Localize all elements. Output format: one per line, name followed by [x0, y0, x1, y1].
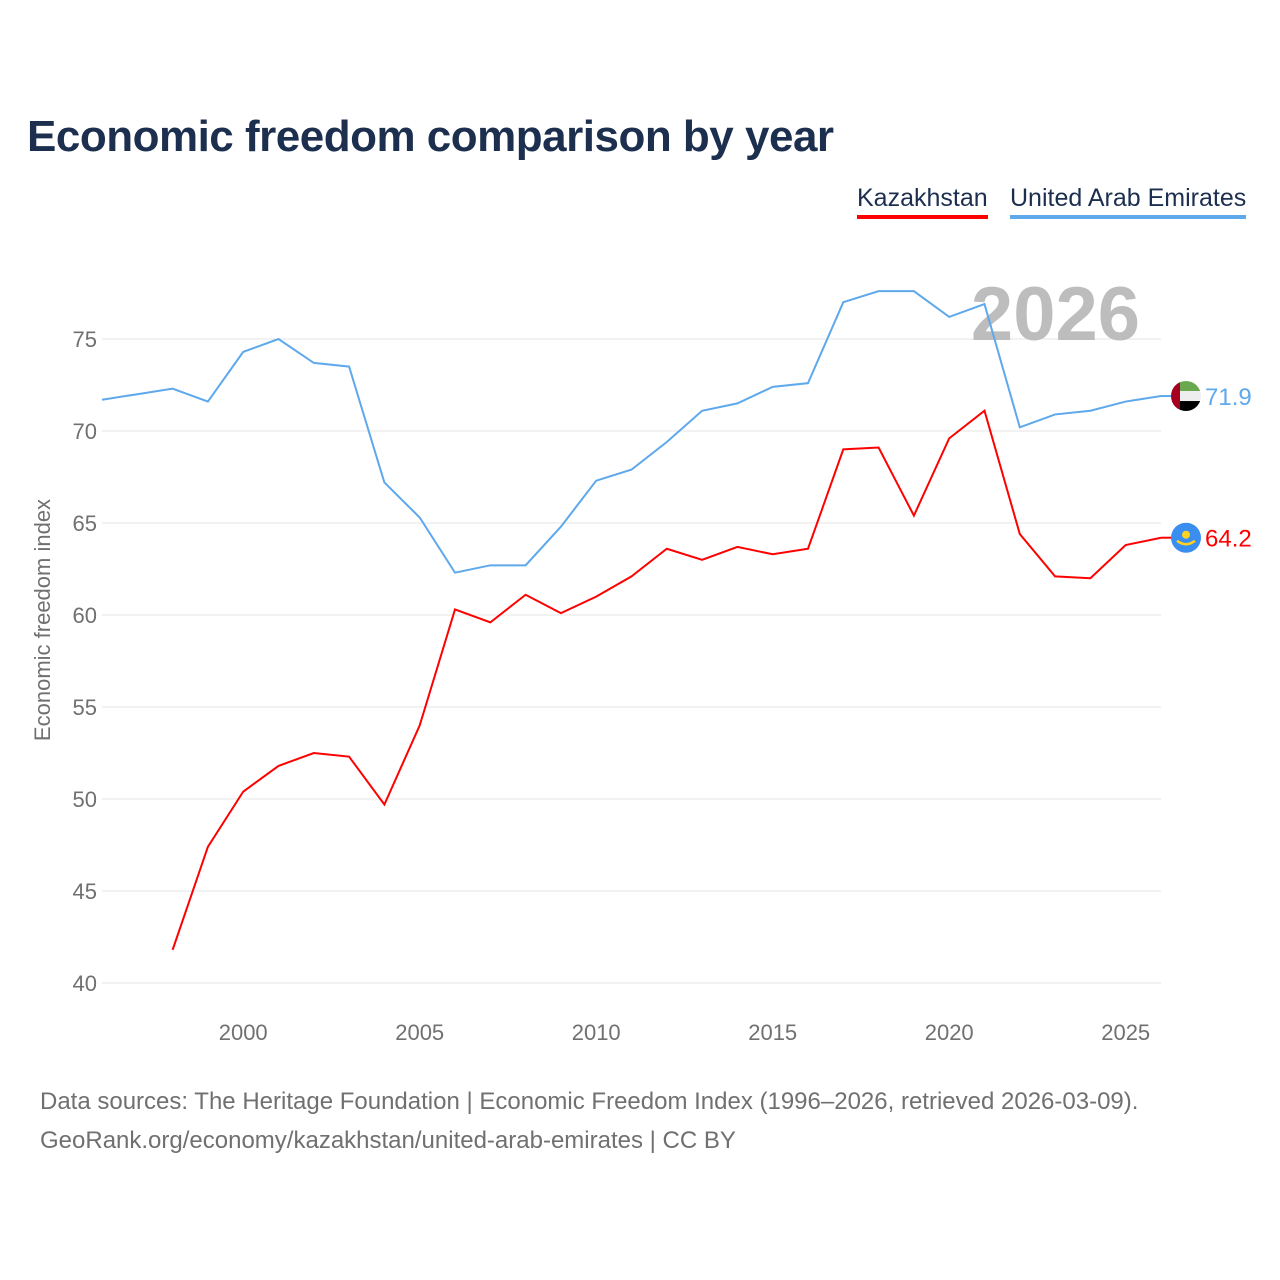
y-tick-label: 45: [73, 879, 97, 904]
x-tick-label: 2005: [395, 1020, 444, 1045]
chart-title: Economic freedom comparison by year: [27, 112, 834, 161]
legend-kazakhstan[interactable]: Kazakhstan: [857, 184, 988, 219]
x-tick-label: 2025: [1101, 1020, 1150, 1045]
x-tick-label: 2020: [925, 1020, 974, 1045]
kazakhstan-flag-icon: [1171, 522, 1201, 553]
y-tick-label: 55: [73, 695, 97, 720]
x-tick-label: 2015: [748, 1020, 797, 1045]
y-tick-label: 50: [73, 787, 97, 812]
attribution: GeoRank.org/economy/kazakhstan/united-ar…: [40, 1127, 736, 1154]
y-tick-label: 75: [73, 327, 97, 352]
uae-flag-icon: [1171, 381, 1201, 412]
end-value-label: 64.2: [1205, 526, 1252, 553]
y-tick-label: 70: [73, 419, 97, 444]
series-line-uae: [101, 290, 1162, 574]
y-tick-label: 60: [73, 603, 97, 628]
y-tick-label: 40: [73, 971, 97, 996]
end-value-label: 71.9: [1205, 384, 1252, 411]
data-sources: Data sources: The Heritage Foundation | …: [40, 1088, 1139, 1115]
year-watermark: 2026: [971, 272, 1140, 357]
y-axis-label: Economic freedom index: [30, 499, 55, 741]
y-tick-label: 65: [73, 511, 97, 536]
legend-united-arab-emirates[interactable]: United Arab Emirates: [1010, 184, 1247, 219]
x-tick-label: 2000: [219, 1020, 268, 1045]
x-tick-label: 2010: [572, 1020, 621, 1045]
series-line-kazakhstan: [171, 409, 1162, 951]
